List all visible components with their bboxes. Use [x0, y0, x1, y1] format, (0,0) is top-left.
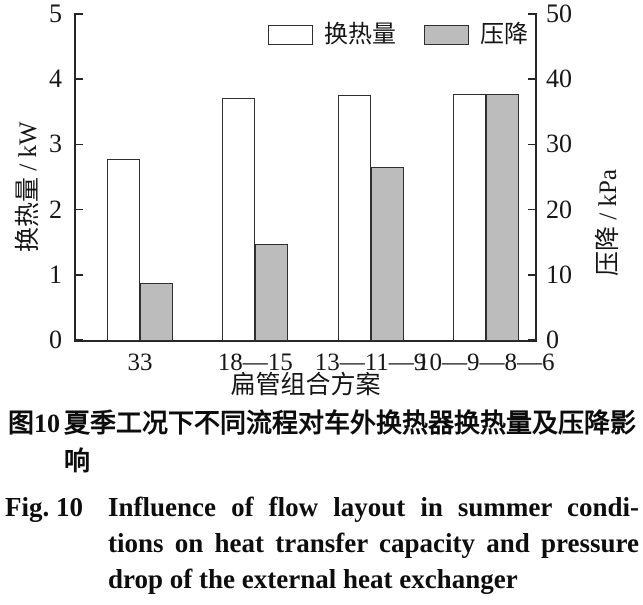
x-tick-label: 33: [127, 349, 153, 376]
right-axis-tick-label: 10: [546, 259, 572, 289]
bar-heat-transfer: [452, 93, 486, 341]
x-tick-label: 18—15: [217, 349, 293, 376]
left-axis-tick: [75, 339, 83, 341]
right-axis-tick: [528, 339, 536, 341]
bar-heat-transfer: [337, 94, 371, 341]
right-axis-tick: [528, 78, 536, 80]
right-axis-tick-label: 0: [546, 325, 559, 354]
legend-label-heat-transfer: 换热量: [324, 22, 396, 48]
left-axis-tick: [75, 13, 83, 15]
legend-label-pressure-drop: 压降: [480, 22, 528, 48]
caption-english-number: Fig. 10: [5, 492, 83, 522]
left-axis-tick-label: 5: [49, 0, 62, 28]
left-axis-tick: [75, 78, 83, 80]
caption-chinese-number: 图10: [8, 409, 61, 438]
bar-pressure-drop: [140, 282, 173, 341]
right-axis-tick-label: 40: [546, 64, 572, 94]
x-tick-label: 10—9—8—6: [417, 349, 555, 376]
caption-english-line: Influence of flow layout in summer condi…: [108, 492, 639, 522]
left-axis-tick-label: 0: [49, 325, 62, 354]
caption-chinese-text: 夏季工况下不同流程对车外换热器换热量及压降影 响: [64, 405, 642, 481]
right-axis-tick: [528, 143, 536, 146]
bar-heat-transfer: [222, 98, 256, 341]
x-axis-line: [73, 339, 537, 342]
right-axis-tick-label: 50: [546, 0, 572, 28]
bar-pressure-drop: [370, 167, 404, 341]
left-axis-tick-label: 1: [49, 259, 62, 289]
bar-pressure-drop: [485, 93, 519, 341]
bar-heat-transfer: [107, 158, 140, 341]
caption-english: Fig. 10 Influence of flow layout in summ…: [0, 489, 643, 597]
left-axis-line: [73, 13, 76, 341]
left-axis-tick-label: 2: [49, 194, 62, 224]
legend-swatch-pressure-drop: [424, 25, 469, 45]
right-axis-tick: [528, 208, 536, 211]
left-axis-tick: [75, 143, 83, 146]
left-axis-tick-label: 4: [49, 64, 62, 94]
caption-english-text: Influence of flow layout in summer condi…: [108, 489, 639, 597]
caption-chinese: 图10 夏季工况下不同流程对车外换热器换热量及压降影 响: [0, 405, 643, 481]
right-axis-tick-label: 20: [546, 194, 572, 224]
x-tick-label: 13—11—9: [314, 349, 427, 376]
right-axis-line: [534, 13, 537, 341]
right-axis-tick-label: 30: [546, 129, 572, 159]
x-axis-title: 扁管组合方案: [230, 372, 381, 399]
left-axis-tick: [75, 274, 83, 276]
right-axis-tick: [528, 274, 536, 276]
legend-swatch-heat-transfer: [268, 25, 313, 45]
caption-chinese-line: 响: [64, 447, 91, 476]
chart-legend: 换热量 压降: [268, 21, 528, 49]
caption-english-line: drop of the external heat exchanger: [108, 564, 518, 594]
left-axis-tick-label: 3: [49, 129, 62, 159]
left-axis-tick: [75, 208, 83, 211]
right-axis-tick: [528, 13, 536, 15]
bar-pressure-drop: [255, 243, 289, 341]
caption-english-line: tions on heat transfer capacity and pres…: [108, 528, 639, 558]
caption-chinese-line: 夏季工况下不同流程对车外换热器换热量及压降影: [64, 409, 637, 438]
